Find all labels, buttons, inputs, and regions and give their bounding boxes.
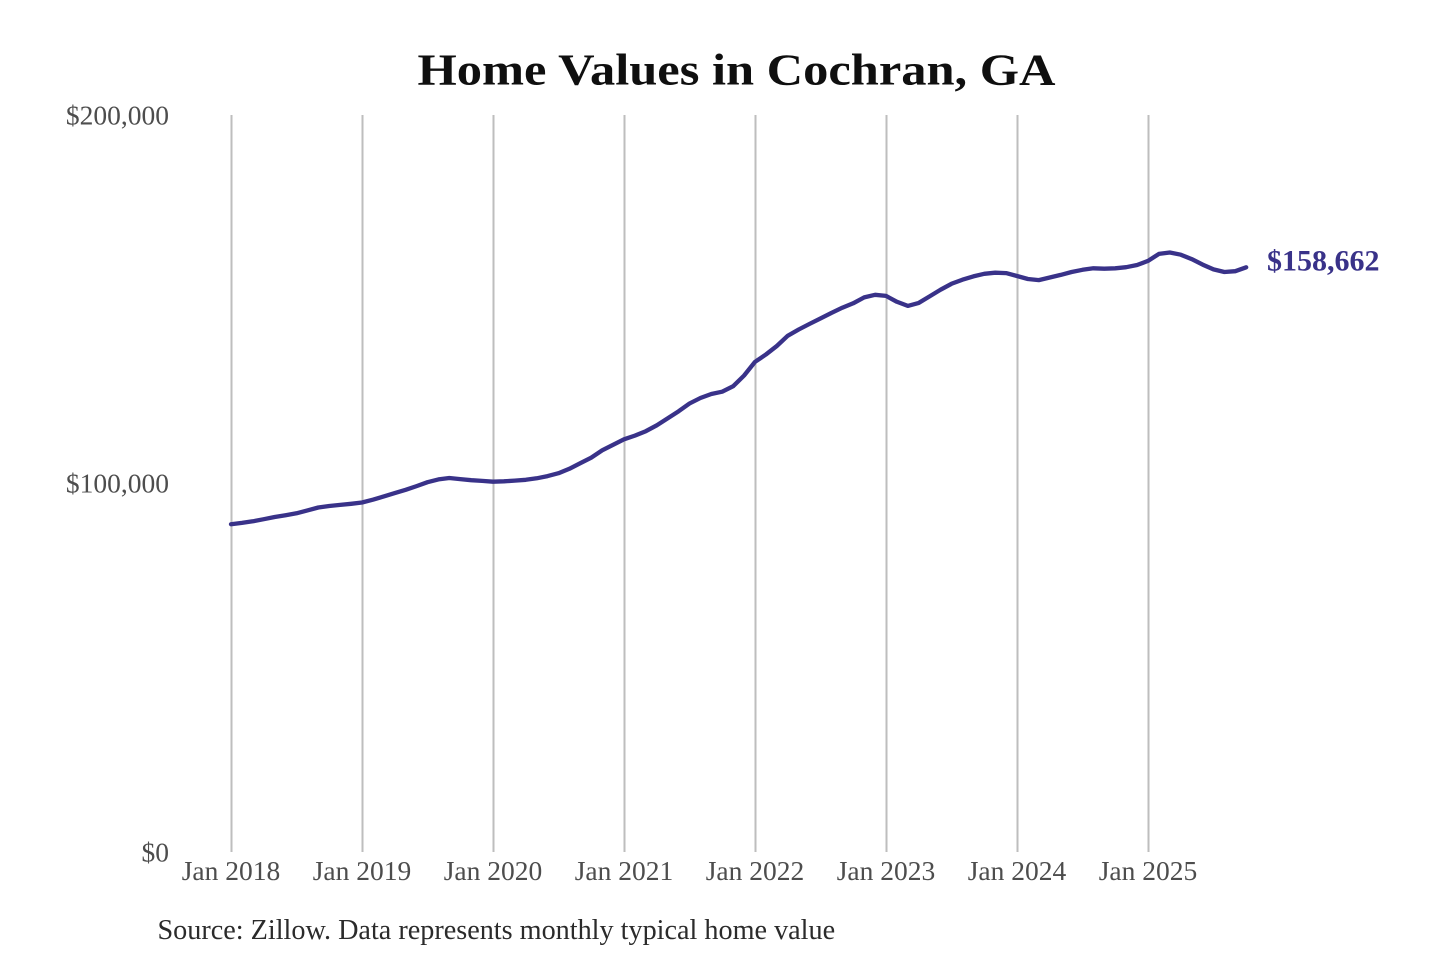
svg-text:Home Values in Cochran, GA: Home Values in Cochran, GA bbox=[418, 45, 1056, 95]
svg-text:Source: Zillow. Data represent: Source: Zillow. Data represents monthly … bbox=[158, 915, 836, 946]
svg-text:$200,000: $200,000 bbox=[66, 100, 169, 131]
svg-text:Jan 2018: Jan 2018 bbox=[182, 855, 281, 886]
svg-text:Jan 2020: Jan 2020 bbox=[444, 855, 543, 886]
svg-text:Jan 2022: Jan 2022 bbox=[706, 855, 805, 886]
svg-text:Jan 2025: Jan 2025 bbox=[1099, 855, 1198, 886]
svg-text:Jan 2021: Jan 2021 bbox=[575, 855, 674, 886]
svg-text:Jan 2024: Jan 2024 bbox=[968, 855, 1067, 886]
svg-text:$0: $0 bbox=[142, 837, 170, 868]
svg-text:Jan 2019: Jan 2019 bbox=[313, 855, 412, 886]
svg-text:$100,000: $100,000 bbox=[66, 468, 169, 499]
svg-text:$158,662: $158,662 bbox=[1267, 245, 1380, 278]
svg-text:Jan 2023: Jan 2023 bbox=[837, 855, 936, 886]
